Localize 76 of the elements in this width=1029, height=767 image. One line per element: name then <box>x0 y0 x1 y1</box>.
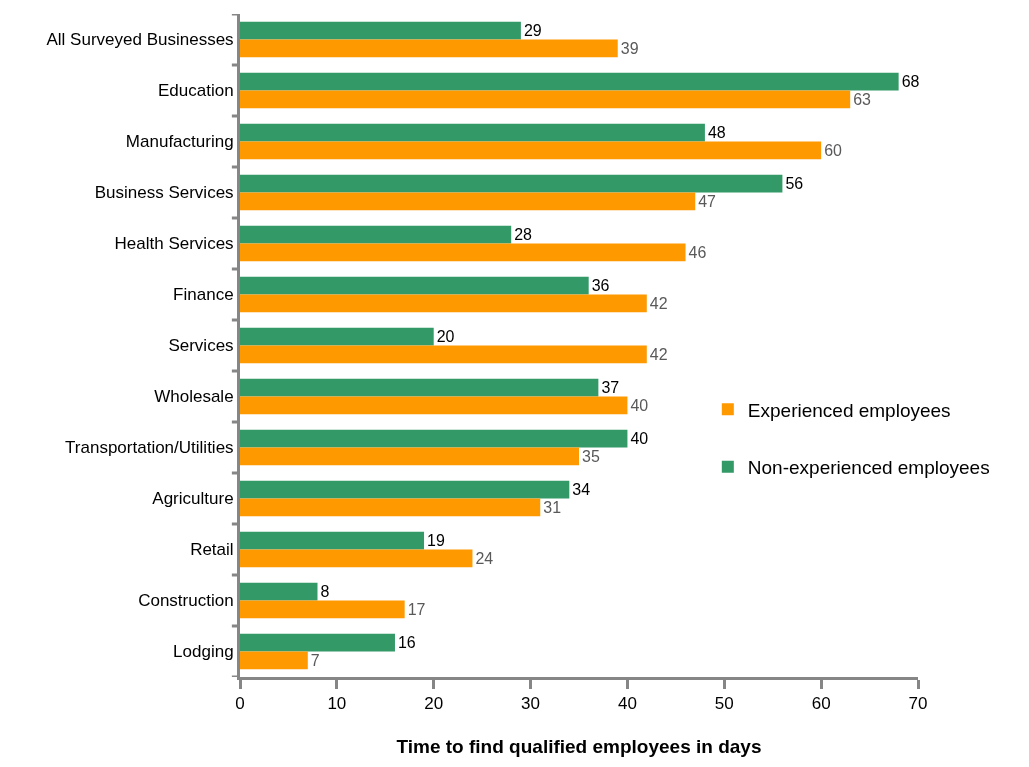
data-label: 16 <box>397 633 416 651</box>
data-label: 68 <box>901 72 920 90</box>
data-label: 29 <box>523 21 542 39</box>
data-label: 42 <box>649 345 668 363</box>
y-tick-label: All Surveyed Businesses <box>46 30 234 50</box>
bar <box>240 582 318 601</box>
bar <box>240 480 570 499</box>
data-label: 31 <box>543 498 562 516</box>
data-label: 47 <box>698 192 717 210</box>
y-tick-label: Business Services <box>94 183 234 203</box>
data-label: 40 <box>630 429 649 447</box>
bar <box>240 378 599 397</box>
bar <box>240 174 783 193</box>
data-label: 60 <box>824 141 843 159</box>
data-label: 17 <box>407 600 426 618</box>
y-tick-label: Transportation/Utilities <box>65 438 234 458</box>
bar <box>240 21 521 40</box>
bar <box>240 498 541 517</box>
x-tick-label: 30 <box>521 694 541 714</box>
bar <box>240 192 696 211</box>
y-tick-label: Retail <box>190 540 234 560</box>
bar <box>240 243 686 262</box>
data-label: 34 <box>572 480 591 498</box>
data-label: 42 <box>649 294 668 312</box>
data-label: 48 <box>707 123 726 141</box>
x-tick-label: 20 <box>424 694 444 714</box>
y-tick-label: Construction <box>138 591 234 611</box>
data-label: 19 <box>427 531 445 549</box>
bar <box>240 276 589 295</box>
data-label: 63 <box>853 90 872 108</box>
data-label: 40 <box>630 396 649 414</box>
bar <box>240 531 425 550</box>
bar <box>240 447 579 466</box>
x-tick-label: 40 <box>617 694 637 714</box>
y-tick-label: Education <box>157 81 234 101</box>
x-tick-label: 70 <box>908 694 928 714</box>
bar <box>240 39 618 58</box>
bar <box>240 72 899 91</box>
bar <box>240 225 512 244</box>
data-label: 28 <box>514 225 533 243</box>
y-tick-label: Services <box>168 336 234 356</box>
legend-label: Non-experienced employees <box>747 457 990 479</box>
bar <box>240 345 647 364</box>
data-label: 24 <box>475 549 494 567</box>
bar <box>240 123 705 142</box>
bar <box>240 294 647 313</box>
data-label: 37 <box>601 378 620 396</box>
bar <box>240 600 405 619</box>
x-tick-label: 50 <box>714 694 734 714</box>
bar <box>240 396 628 415</box>
x-tick-label: 10 <box>327 694 347 714</box>
bar <box>240 633 395 652</box>
data-label: 7 <box>310 651 320 669</box>
y-tick-label: Wholesale <box>154 387 234 407</box>
y-tick-label: Manufacturing <box>125 132 234 152</box>
bar <box>240 327 434 346</box>
y-tick-label: Lodging <box>173 642 234 662</box>
x-tick-label: 60 <box>811 694 831 714</box>
legend-label: Experienced employees <box>747 399 951 421</box>
y-tick-label: Health Services <box>114 234 234 254</box>
bar <box>240 429 628 448</box>
x-axis-title: Time to find qualified employees in days <box>396 736 762 758</box>
data-label: 46 <box>688 243 707 261</box>
bar <box>240 549 473 568</box>
bar <box>240 90 851 109</box>
y-tick-label: Finance <box>173 285 234 305</box>
data-label: 56 <box>785 174 804 192</box>
x-tick-label: 0 <box>235 694 245 714</box>
data-label: 20 <box>436 327 455 345</box>
bar <box>240 141 822 160</box>
data-label: 35 <box>582 447 600 465</box>
data-label: 8 <box>320 582 330 600</box>
data-label: 36 <box>591 276 610 294</box>
data-label: 39 <box>620 39 639 57</box>
bar <box>240 651 308 670</box>
y-tick-label: Agriculture <box>152 489 234 509</box>
